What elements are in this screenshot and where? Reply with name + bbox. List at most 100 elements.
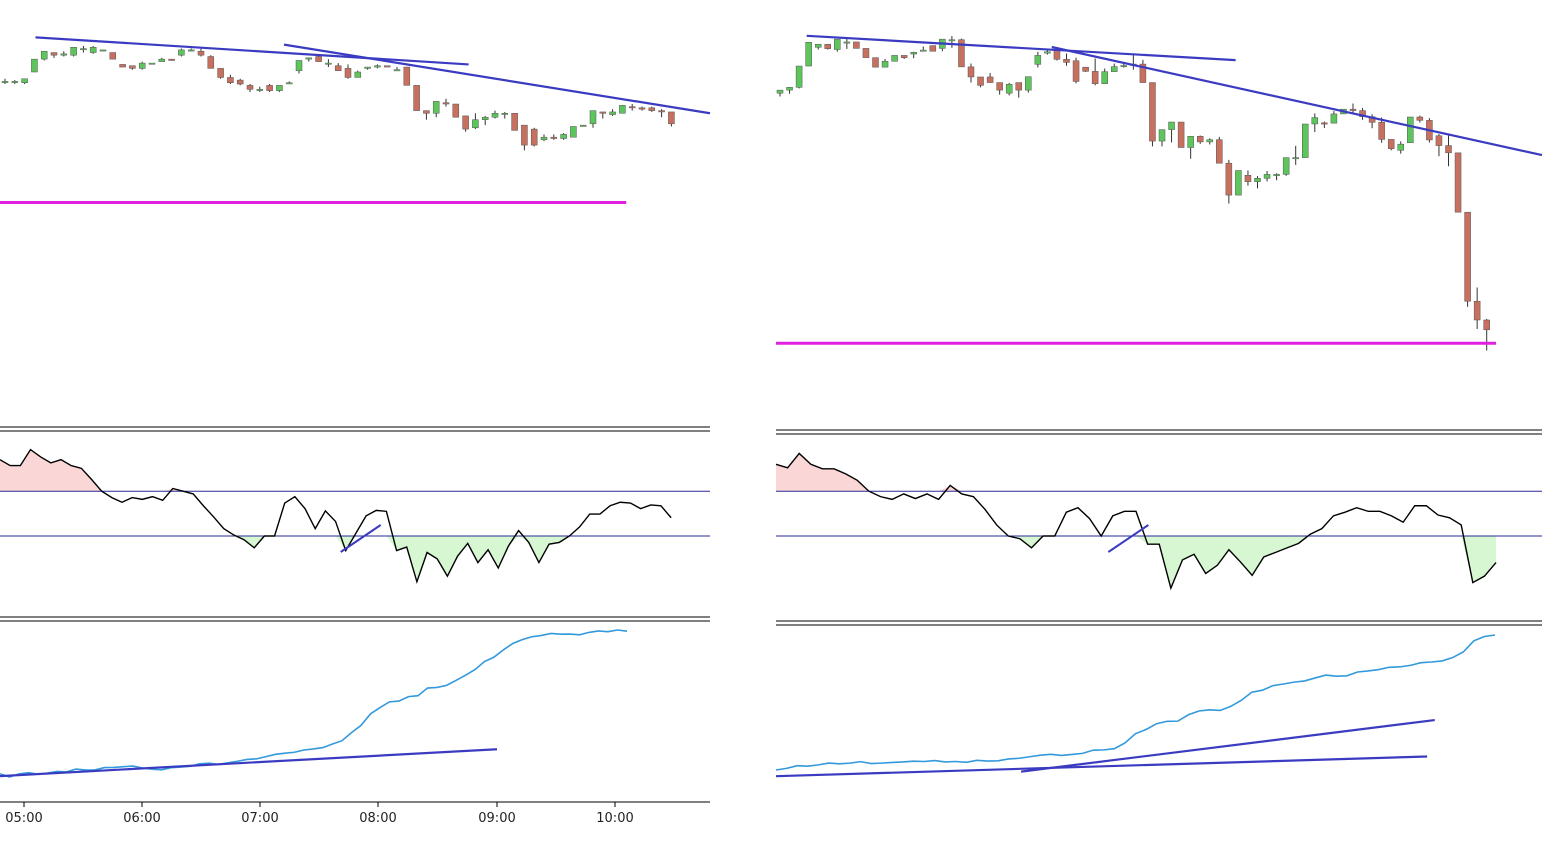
left-candle-body-20: [197, 50, 205, 56]
right-chart-panel: [775, 34, 1543, 778]
right-candle-41: [1168, 121, 1175, 143]
left-candle-14: [138, 61, 146, 70]
right-candle-18: [948, 36, 956, 48]
right-candle-body-74: [1483, 319, 1490, 331]
left-candle-body-44: [432, 101, 440, 114]
right-osc-oversold-fill: [776, 536, 1497, 589]
right-candle-body-42: [1177, 121, 1185, 148]
right-cumulative-line: [775, 634, 1496, 771]
left-candle-body-26: [256, 89, 264, 91]
right-candle-4: [814, 43, 822, 50]
right-candle-2: [795, 65, 803, 89]
left-candle-body-0: [1, 81, 9, 83]
right-candle-body-64: [1387, 139, 1395, 149]
left-candle-57: [560, 133, 567, 140]
left-candle-55: [540, 134, 548, 142]
right-candle-49: [1244, 170, 1252, 186]
right-candle-64: [1387, 139, 1395, 151]
right-candle-body-60: [1349, 108, 1357, 111]
right-candle-56: [1311, 113, 1319, 133]
right-candle-body-18: [948, 39, 956, 42]
left-candle-body-18: [178, 49, 185, 56]
left-candle-58: [570, 126, 577, 138]
left-candle-body-5: [50, 52, 58, 56]
right-candle-58: [1330, 111, 1338, 124]
left-candle-1: [11, 80, 19, 85]
left-candle-body-11: [109, 52, 117, 60]
right-candle-body-43: [1187, 136, 1194, 148]
right-candle-body-35: [1111, 66, 1118, 72]
left-candle-30: [295, 60, 303, 74]
right-osc-line: [775, 452, 1497, 591]
right-candle-body-26: [1025, 76, 1032, 91]
left-candle-body-57: [560, 134, 567, 139]
right-candle-body-66: [1407, 116, 1414, 144]
left-candle-13: [129, 65, 136, 70]
left-candle-body-66: [648, 107, 656, 111]
left-candle-32: [315, 55, 322, 62]
left-candle-body-65: [638, 107, 646, 110]
right-candle-42: [1177, 121, 1185, 148]
left-candle-body-64: [628, 106, 636, 109]
left-candle-body-67: [658, 110, 665, 113]
left-candle-body-39: [383, 65, 391, 68]
right-candle-body-4: [814, 43, 822, 48]
right-candle-body-30: [1063, 59, 1070, 63]
right-candle-body-28: [1044, 51, 1051, 54]
left-candle-39: [383, 65, 391, 68]
right-candle-8: [853, 41, 860, 49]
left-candle-45: [442, 98, 450, 107]
right-candle-body-48: [1235, 170, 1242, 196]
left-candle-17: [168, 58, 175, 61]
right-candle-body-1: [786, 87, 793, 91]
right-candle-body-25: [1015, 82, 1022, 91]
right-candle-0: [776, 89, 784, 97]
right-candle-14: [910, 51, 917, 59]
left-x-tick-label-3: 08:00: [359, 811, 396, 826]
right-candle-body-47: [1225, 162, 1233, 196]
right-candle-body-20: [967, 66, 975, 78]
right-candle-26: [1025, 76, 1032, 93]
left-candle-body-63: [619, 105, 626, 114]
left-candle-65: [638, 106, 646, 111]
right-candle-body-32: [1082, 66, 1089, 72]
right-candle-74: [1483, 318, 1490, 351]
left-candle-body-33: [325, 62, 332, 65]
right-candle-body-39: [1149, 82, 1156, 142]
left-candle-47: [462, 115, 469, 132]
left-candle-body-46: [452, 103, 460, 118]
right-candle-35: [1111, 63, 1118, 72]
left-candle-body-16: [158, 58, 166, 62]
right-candle-31: [1072, 57, 1080, 84]
right-candle-9: [862, 48, 870, 58]
right-candle-body-72: [1464, 211, 1471, 302]
right-candle-body-2: [795, 65, 803, 88]
left-candle-24: [236, 78, 244, 86]
right-candle-17: [939, 38, 946, 52]
right-candle-72: [1464, 211, 1471, 307]
right-candle-body-11: [881, 61, 889, 68]
left-candle-body-2: [21, 78, 28, 83]
left-candle-body-3: [31, 58, 38, 73]
right-candle-52: [1273, 173, 1280, 181]
left-candle-49: [481, 115, 489, 126]
right-candle-body-67: [1416, 116, 1424, 121]
right-candle-body-61: [1359, 110, 1366, 117]
right-candle-51: [1263, 171, 1271, 182]
left-candle-body-41: [403, 66, 411, 86]
right-candle-28: [1044, 50, 1051, 55]
left-candle-body-19: [187, 49, 195, 52]
left-candle-38: [374, 64, 381, 69]
right-candle-21: [977, 76, 984, 88]
right-candle-body-10: [872, 57, 879, 68]
left-candle-66: [648, 106, 656, 112]
left-x-tick-label-5: 10:00: [596, 811, 633, 826]
right-candle-10: [872, 57, 879, 68]
right-candle-body-13: [900, 55, 908, 58]
right-candle-body-53: [1282, 157, 1290, 175]
right-candle-48: [1235, 170, 1242, 196]
left-candle-7: [70, 47, 77, 57]
left-candle-64: [628, 104, 636, 111]
left-candle-31: [305, 57, 313, 62]
right-candle-body-21: [977, 76, 984, 86]
